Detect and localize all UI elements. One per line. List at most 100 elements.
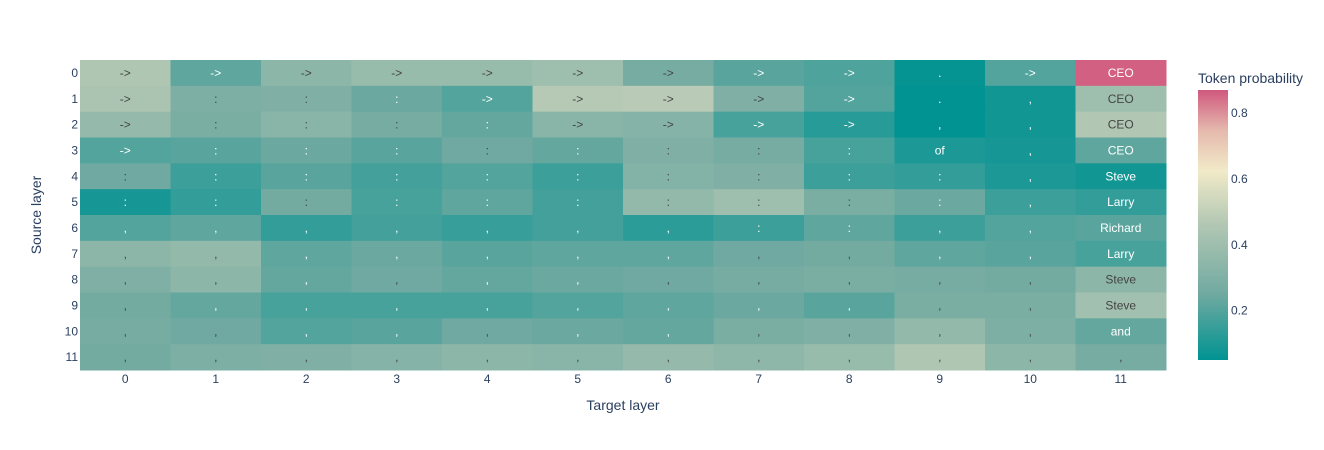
heatmap-cell-4-11 <box>1075 163 1167 190</box>
cell-label-7-9: , <box>938 247 941 261</box>
colorbar-tick-3: 0.8 <box>1231 106 1248 120</box>
cell-label-8-5: , <box>576 273 579 287</box>
cell-label-1-2: : <box>305 92 308 106</box>
heatmap-cell-1-2 <box>261 85 352 113</box>
cell-label-2-8: -> <box>844 118 855 132</box>
x-tick-9: 9 <box>936 372 943 386</box>
heatmap-cell-11-1 <box>170 344 262 371</box>
heatmap-cell-6-9 <box>894 215 986 242</box>
heatmap-cell-3-9 <box>894 137 986 164</box>
heatmap-cell-11-0 <box>80 344 171 371</box>
heatmap-cell-9-6 <box>623 292 714 319</box>
cell-label-1-3: : <box>395 92 398 106</box>
cell-label-0-5: -> <box>572 66 583 80</box>
x-tick-10: 10 <box>1024 372 1038 386</box>
cell-label-5-0: : <box>124 195 127 209</box>
cell-label-2-5: -> <box>572 118 583 132</box>
x-tick-11: 11 <box>1115 372 1128 386</box>
heatmap-cell-4-9 <box>894 163 986 190</box>
heatmap-cell-6-7 <box>713 215 805 242</box>
cell-label-1-11: CEO <box>1108 92 1134 106</box>
cell-label-4-7: : <box>757 169 760 183</box>
cell-label-10-3: , <box>395 324 398 338</box>
cell-label-7-0: , <box>124 247 127 261</box>
cell-label-4-10: , <box>1029 169 1032 183</box>
heatmap-cell-6-11 <box>1075 215 1167 242</box>
cell-label-10-10: , <box>1029 324 1032 338</box>
cell-label-3-3: : <box>395 143 398 157</box>
heatmap-cell-0-9 <box>894 60 986 87</box>
cell-label-11-8: , <box>848 350 851 364</box>
heatmap-cell-4-7 <box>713 163 805 190</box>
heatmap-cell-8-5 <box>532 266 624 293</box>
heatmap-cell-2-4 <box>442 111 533 138</box>
heatmap-cell-4-6 <box>623 163 714 190</box>
cell-label-9-6: , <box>667 298 670 312</box>
cell-label-6-11: Richard <box>1100 221 1141 235</box>
cell-label-4-9: : <box>938 169 941 183</box>
cell-label-2-2: : <box>305 118 308 132</box>
cell-label-10-2: , <box>305 324 308 338</box>
heatmap-cell-1-5 <box>532 85 624 113</box>
cell-label-7-2: , <box>305 247 308 261</box>
x-axis-title: Target layer <box>586 397 659 413</box>
cell-label-8-1: , <box>214 273 217 287</box>
heatmap-cell-11-2 <box>261 344 352 371</box>
heatmap-cell-8-7 <box>713 266 805 293</box>
heatmap-cell-1-8 <box>804 85 895 113</box>
heatmap-cell-9-11 <box>1075 292 1167 319</box>
cell-label-9-7: , <box>757 298 760 312</box>
cell-label-3-2: : <box>305 143 308 157</box>
heatmap-cell-1-9 <box>894 85 986 113</box>
cell-label-5-7: : <box>757 195 760 209</box>
cell-label-7-11: Larry <box>1107 247 1134 261</box>
cell-label-5-2: : <box>305 195 308 209</box>
cell-label-1-5: -> <box>572 92 583 106</box>
heatmap-cell-11-5 <box>532 344 624 371</box>
cell-label-1-6: -> <box>663 92 674 106</box>
heatmap-cell-0-7 <box>713 60 805 87</box>
cell-label-8-7: , <box>757 273 760 287</box>
heatmap-cell-5-5 <box>532 189 624 216</box>
cell-label-1-0: -> <box>120 92 131 106</box>
heatmap-cell-10-8 <box>804 318 895 345</box>
y-tick-1: 1 <box>71 92 78 106</box>
colorbar-ticks: 0.2 0.4 0.6 0.8 <box>1231 106 1248 318</box>
y-tick-6: 6 <box>71 221 78 235</box>
cell-label-10-1: , <box>214 324 217 338</box>
cell-label-10-6: , <box>667 324 670 338</box>
heatmap-cell-10-4 <box>442 318 533 345</box>
y-tick-8: 8 <box>71 273 78 287</box>
heatmap-cell-10-11 <box>1075 318 1167 345</box>
heatmap-cell-5-1 <box>170 189 262 216</box>
heatmap-cell-7-9 <box>894 240 986 268</box>
heatmap-cell-10-1 <box>170 318 262 345</box>
heatmap-cell-5-0 <box>80 189 171 216</box>
heatmap-cell-5-6 <box>623 189 714 216</box>
x-tick-7: 7 <box>755 372 762 386</box>
cell-label-7-5: , <box>576 247 579 261</box>
cell-label-1-9: . <box>938 92 941 106</box>
heatmap-cell-6-5 <box>532 215 624 242</box>
cell-label-6-3: , <box>395 221 398 235</box>
colorbar-tick-0: 0.2 <box>1231 304 1248 318</box>
heatmap-cell-8-8 <box>804 266 895 293</box>
heatmap-cell-11-9 <box>894 344 986 371</box>
heatmap-cell-8-1 <box>170 266 262 293</box>
heatmap-cell-5-4 <box>442 189 533 216</box>
y-tick-2: 2 <box>71 118 78 132</box>
cell-label-10-7: , <box>757 324 760 338</box>
heatmap-cell-7-11 <box>1075 240 1167 268</box>
heatmap-cell-9-7 <box>713 292 805 319</box>
heatmap-cell-6-1 <box>170 215 262 242</box>
y-axis-ticks: 0 1 2 3 4 5 6 7 8 9 10 11 <box>65 66 79 364</box>
heatmap-cell-8-4 <box>442 266 533 293</box>
heatmap-cell-9-0 <box>80 292 171 319</box>
cell-label-7-6: , <box>667 247 670 261</box>
cell-label-2-0: -> <box>120 118 131 132</box>
heatmap-cell-4-0 <box>80 163 171 190</box>
heatmap-cell-0-2 <box>261 60 352 87</box>
cell-label-1-4: -> <box>482 92 493 106</box>
cell-label-3-11: CEO <box>1108 143 1134 157</box>
heatmap-cell-8-3 <box>351 266 443 293</box>
